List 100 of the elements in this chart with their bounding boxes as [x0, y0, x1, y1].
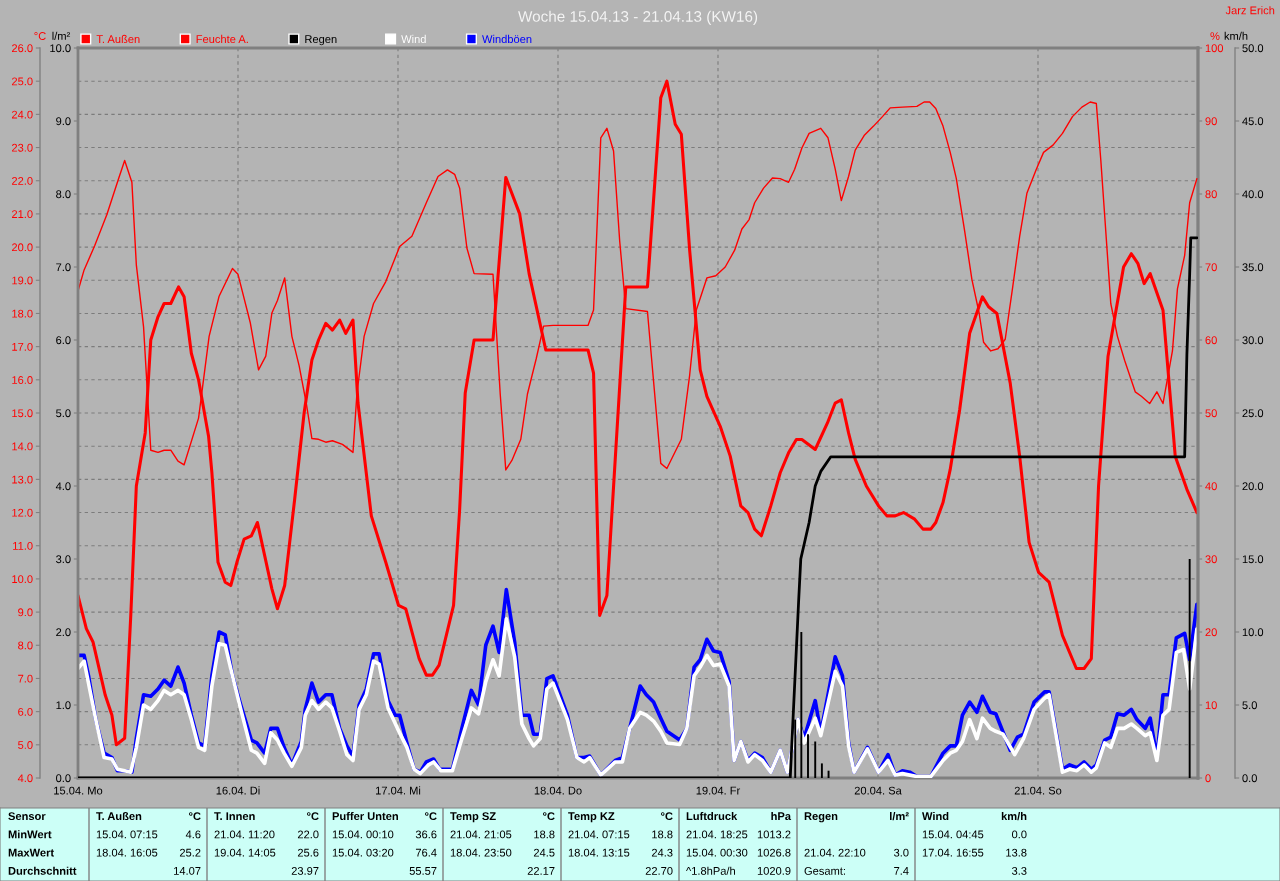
y3-tick-label: 4.0: [55, 482, 71, 491]
text: 15.04. 00:30 1026.8: [686, 848, 791, 857]
y3-tick-label: 0.0: [56, 774, 71, 783]
y3-tick-label: 2.0: [56, 628, 71, 637]
text: km/h: [1001, 811, 1027, 821]
x-tick-label: 21.04. So: [1014, 786, 1062, 795]
y2-tick-label: 20: [1205, 628, 1217, 637]
category-label: Temp KZ: [568, 812, 615, 823]
text: 15.04. 07:15 4.6: [96, 830, 201, 839]
category-label: MaxWert: [8, 848, 54, 857]
y-tick-label: 17.0: [12, 342, 33, 351]
text: °C: [543, 812, 555, 821]
text: °C: [307, 812, 319, 821]
text: hPa: [771, 811, 792, 821]
y2-tick-label: 10: [1205, 701, 1217, 710]
text: 55.57: [409, 867, 437, 875]
y-tick-label: 23.0: [11, 143, 33, 152]
text: ^1.8hPa/h 1020.9: [686, 866, 791, 875]
y-tick-label: 12.0: [12, 508, 33, 517]
category-label: Durchschnitt: [8, 866, 77, 875]
y3-tick-label: 3.0: [56, 555, 71, 564]
text: °C: [661, 812, 673, 821]
y-tick-label: 24.0: [11, 110, 33, 119]
text: 15.04. 03:20 76.4: [332, 848, 437, 857]
text: 18.04. 23:50 24.5: [450, 848, 555, 857]
y-axis-title: km/h: [1224, 31, 1248, 40]
y-tick-label: 35.0: [1242, 263, 1264, 272]
y3-tick-label: 1.0: [56, 701, 71, 710]
category-label: Luftdruck: [686, 811, 738, 821]
text: 21.04. 18:25 1013.2: [686, 830, 791, 839]
category-label: T. Innen: [214, 812, 255, 821]
text: 21.04. 22:10 3.0: [804, 848, 909, 857]
y3-axis-title: l/m²: [52, 31, 71, 40]
text: 15.04. 00:10 36.6: [332, 830, 437, 839]
y-tick-label: 21.0: [11, 210, 33, 219]
y-tick-label: 19.0: [12, 276, 33, 285]
text: 15.04. 04:45 0.0: [922, 830, 1027, 839]
y3-tick-label: 6.0: [56, 336, 71, 345]
x-tick-label: 18.04. Do: [534, 786, 582, 795]
y2-tick-label: 70: [1205, 263, 1217, 272]
y-tick-label: 7.0: [18, 674, 33, 683]
text: 18.04. 13:15 24.3: [568, 848, 673, 857]
text: Gesamt: 7.4: [804, 866, 909, 875]
y3-tick-label: 7.0: [56, 263, 71, 272]
y-tick-label: 50.0: [1242, 44, 1264, 53]
text: °C: [425, 812, 437, 821]
legend-label: Regen: [305, 35, 337, 46]
x-tick-label: 15.04. Mo: [54, 786, 103, 795]
text: 3.3: [1011, 866, 1027, 875]
text: 22.17: [527, 866, 555, 875]
legend-label: Wind: [401, 34, 426, 44]
y-tick-label: 25.0: [1242, 409, 1264, 418]
y2-tick-label: 80: [1205, 190, 1217, 199]
y2-tick-label: 100: [1205, 44, 1224, 53]
y-tick-label: 4.0: [17, 774, 33, 783]
text: Jarz Erich: [1225, 6, 1275, 15]
text: 14.07: [174, 866, 201, 875]
y-tick-label: 0.0: [1242, 774, 1257, 783]
y-tick-label: 18.0: [12, 309, 33, 318]
y-tick-label: 5.0: [1242, 701, 1257, 710]
legend-label: Feuchte A.: [196, 34, 248, 44]
y2-tick-label: 50: [1205, 409, 1217, 418]
y-tick-label: 16.0: [12, 376, 33, 384]
x-tick-label: 20.04. Sa: [854, 786, 902, 795]
y-tick-label: 30.0: [1242, 336, 1264, 345]
category-label: Regen: [804, 812, 838, 823]
text: 17.04. 16:55 13.8: [922, 848, 1027, 857]
y3-tick-label: 10.0: [50, 44, 71, 53]
y2-tick-label: 0: [1205, 774, 1211, 783]
y-tick-label: 45.0: [1242, 117, 1264, 126]
category-label: Wind: [922, 811, 949, 821]
y3-tick-label: 8.0: [56, 190, 71, 199]
y-tick-label: 11.0: [13, 541, 33, 550]
legend-label: T. Außen: [96, 34, 140, 44]
y-tick-label: 10.0: [12, 575, 33, 584]
y-tick-label: 26.0: [11, 44, 33, 53]
text: °C: [189, 812, 201, 821]
text: Sensor: [8, 812, 46, 821]
category-label: Temp SZ: [450, 812, 496, 823]
text: 21.04. 07:15 18.8: [568, 830, 673, 839]
text: 18.04. 16:05 25.2: [96, 848, 201, 857]
category-label: T. Außen: [96, 811, 142, 821]
x-tick-label: 17.04. Mi: [376, 786, 421, 795]
category-label: MinWert: [8, 830, 52, 839]
y-tick-label: 15.0: [1242, 555, 1264, 564]
y-tick-label: 5.0: [18, 741, 33, 749]
y2-tick-label: 60: [1205, 336, 1217, 345]
y-tick-label: 20.0: [11, 243, 33, 252]
category-label: Puffer Unten: [332, 811, 398, 821]
y2-tick-label: 40: [1205, 482, 1217, 491]
y-tick-label: 8.0: [18, 641, 33, 650]
text: 21.04. 21:05 18.8: [450, 830, 555, 839]
x-tick-label: 16.04. Di: [216, 786, 260, 795]
y3-tick-label: 5.0: [56, 409, 71, 418]
y-tick-label: 22.0: [11, 176, 33, 185]
y2-tick-label: 90: [1205, 117, 1217, 126]
y2-tick-label: 30: [1205, 555, 1217, 564]
y-tick-label: 13.0: [12, 475, 33, 484]
y-axis-title: °C: [34, 32, 46, 40]
y-tick-label: 15.0: [12, 409, 33, 418]
